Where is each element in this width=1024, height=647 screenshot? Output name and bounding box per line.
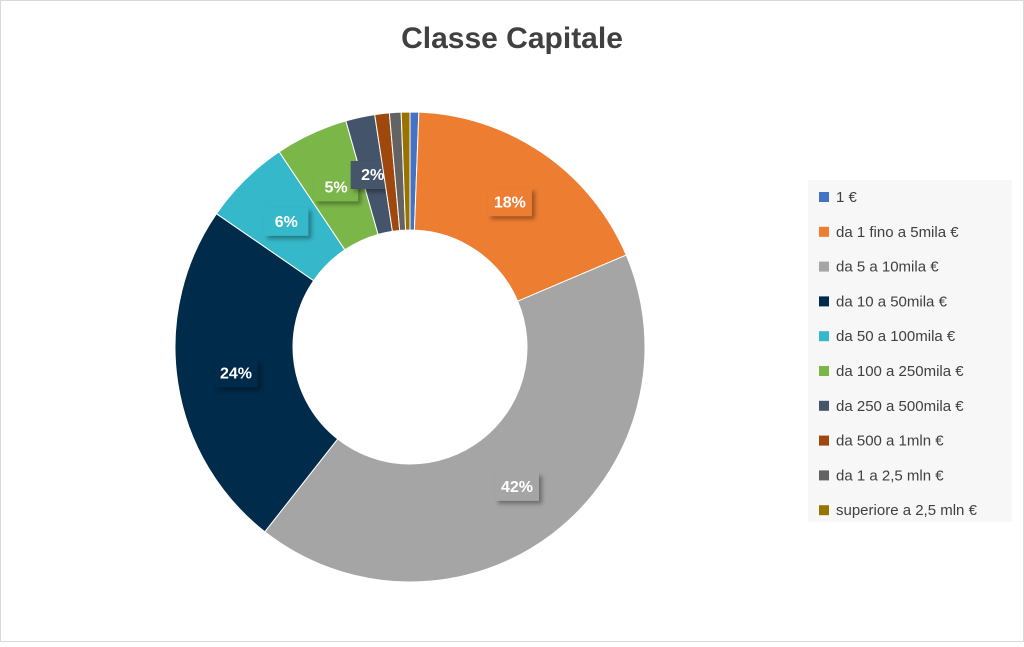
- legend-swatch: [819, 505, 829, 516]
- legend-swatch: [819, 226, 829, 237]
- data-label-text: 5%: [325, 180, 348, 197]
- chart-title: Classe Capitale: [401, 22, 623, 55]
- data-label-text: 2%: [361, 167, 384, 184]
- legend-label: da 5 a 10mila €: [836, 259, 939, 276]
- data-label-text: 18%: [494, 194, 526, 211]
- data-label: 42%: [494, 472, 539, 501]
- legend-swatch: [819, 470, 829, 481]
- legend-label: 1 €: [836, 189, 858, 206]
- data-label-box: [213, 359, 258, 388]
- data-label-box: [494, 472, 539, 501]
- legend-label: da 250 a 500mila €: [836, 398, 964, 415]
- legend-label: da 10 a 50mila €: [836, 293, 948, 310]
- data-label-box: [487, 188, 532, 217]
- slice: [400, 111, 411, 231]
- legend-label: da 50 a 100mila €: [836, 328, 956, 345]
- legend-label: da 500 a 1mln €: [836, 433, 944, 450]
- data-label: 6%: [264, 207, 309, 236]
- data-label-text: 6%: [275, 214, 298, 231]
- legend-label: superiore a 2,5 mln €: [836, 502, 978, 519]
- legend-swatch: [819, 261, 829, 272]
- legend-swatch: [819, 366, 829, 376]
- data-label-box: [264, 207, 309, 236]
- data-label-text: 42%: [501, 479, 533, 496]
- legend-swatch: [819, 192, 829, 202]
- legend-label: da 1 a 2,5 mln €: [836, 467, 944, 484]
- legend-box: [808, 180, 1012, 522]
- slice: [264, 254, 646, 583]
- legend-swatch: [819, 331, 829, 342]
- data-label: 24%: [213, 359, 258, 388]
- legend-swatch: [819, 296, 829, 307]
- data-label: 18%: [487, 188, 532, 217]
- legend-swatch: [819, 435, 829, 446]
- data-label-text: 24%: [220, 366, 252, 383]
- legend-swatch: [819, 400, 829, 411]
- legend-label: da 1 fino a 5mila €: [836, 224, 959, 241]
- legend-label: da 100 a 250mila €: [836, 363, 964, 380]
